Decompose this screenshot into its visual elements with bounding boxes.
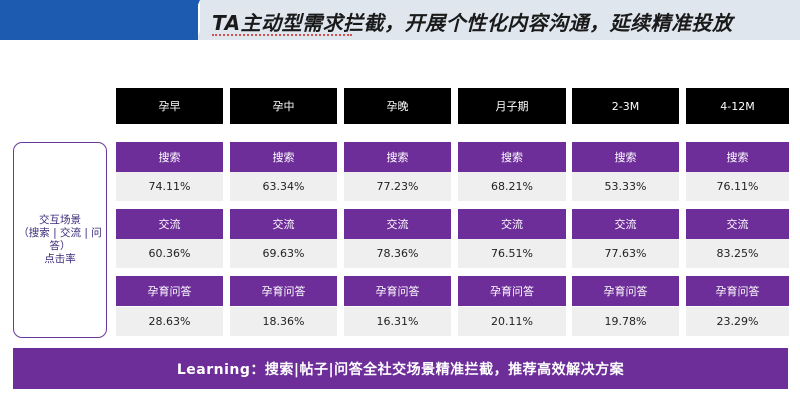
metric-value: 76.11% bbox=[686, 172, 789, 201]
learning-banner: Learning：搜索|帖子|问答全社交场景精准拦截，推荐高效解决方案 bbox=[13, 348, 788, 389]
row-label-line-1: 交互场景 bbox=[39, 214, 81, 226]
metric-value: 77.63% bbox=[572, 239, 679, 268]
metric-label: 搜索 bbox=[572, 142, 679, 172]
metric-label: 交流 bbox=[116, 209, 223, 239]
metric-value: 77.23% bbox=[344, 172, 451, 201]
header-band bbox=[0, 0, 800, 40]
metric-value: 28.63% bbox=[116, 307, 223, 336]
metric-label: 搜索 bbox=[230, 142, 337, 172]
metric-value: 68.21% bbox=[458, 172, 566, 201]
metric-label: 孕育问答 bbox=[230, 276, 337, 306]
column-header: 孕中 bbox=[230, 88, 337, 124]
metric-label: 孕育问答 bbox=[116, 276, 223, 306]
column-header: 孕早 bbox=[116, 88, 223, 124]
metric-value: 20.11% bbox=[458, 307, 566, 336]
header-blue-wedge bbox=[182, 0, 200, 40]
row-label-box: 交互场景 （搜索 | 交流 | 问答） 点击率 bbox=[13, 142, 107, 338]
row-label-line-2: （搜索 | 交流 | 问答） bbox=[18, 227, 102, 252]
metric-value: 69.63% bbox=[230, 239, 337, 268]
header-blue-band bbox=[0, 0, 198, 40]
metric-value: 53.33% bbox=[572, 172, 679, 201]
metric-value: 16.31% bbox=[344, 307, 451, 336]
metric-label: 搜索 bbox=[458, 142, 566, 172]
column-header: 2-3M bbox=[572, 88, 679, 124]
header-grey-wedge bbox=[196, 0, 214, 40]
metric-value: 19.78% bbox=[572, 307, 679, 336]
metric-value: 60.36% bbox=[116, 239, 223, 268]
metric-label: 搜索 bbox=[344, 142, 451, 172]
metric-value: 18.36% bbox=[230, 307, 337, 336]
column-header: 月子期 bbox=[458, 88, 566, 124]
metric-label: 孕育问答 bbox=[344, 276, 451, 306]
metric-label: 交流 bbox=[344, 209, 451, 239]
page-title: TA主动型需求拦截，开展个性化内容沟通，延续精准投放 bbox=[212, 7, 792, 36]
metric-value: 63.34% bbox=[230, 172, 337, 201]
metric-label: 孕育问答 bbox=[572, 276, 679, 306]
row-label-line-3: 点击率 bbox=[44, 253, 76, 265]
metric-label: 搜索 bbox=[686, 142, 789, 172]
metric-value: 23.29% bbox=[686, 307, 789, 336]
metric-label: 孕育问答 bbox=[686, 276, 789, 306]
metric-label: 交流 bbox=[230, 209, 337, 239]
metric-label: 交流 bbox=[458, 209, 566, 239]
metric-label: 交流 bbox=[686, 209, 789, 239]
column-header: 孕晚 bbox=[344, 88, 451, 124]
column-header: 4-12M bbox=[686, 88, 789, 124]
metric-label: 搜索 bbox=[116, 142, 223, 172]
metric-label: 交流 bbox=[572, 209, 679, 239]
metric-value: 78.36% bbox=[344, 239, 451, 268]
metric-value: 74.11% bbox=[116, 172, 223, 201]
metric-value: 83.25% bbox=[686, 239, 789, 268]
metric-label: 孕育问答 bbox=[458, 276, 566, 306]
metric-value: 76.51% bbox=[458, 239, 566, 268]
header-grey-band bbox=[200, 0, 800, 40]
